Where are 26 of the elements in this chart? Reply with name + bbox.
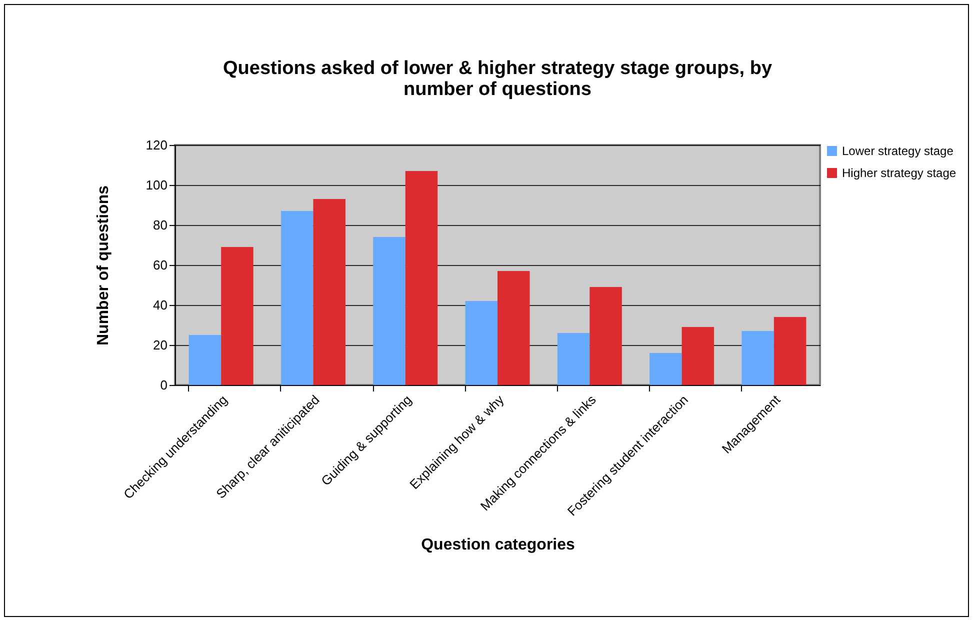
legend-label: Higher strategy stage bbox=[842, 166, 956, 180]
y-axis-title: Number of questions bbox=[94, 185, 112, 346]
bar bbox=[313, 199, 346, 385]
bar bbox=[650, 353, 682, 385]
bar bbox=[498, 271, 530, 385]
bar bbox=[465, 301, 498, 385]
bar bbox=[405, 171, 438, 385]
y-tick-label: 0 bbox=[160, 378, 168, 392]
bar bbox=[373, 237, 406, 385]
bar bbox=[557, 333, 590, 385]
y-tick-label: 120 bbox=[146, 138, 168, 152]
bar bbox=[188, 335, 222, 385]
x-axis-title: Question categories bbox=[421, 536, 576, 554]
bar bbox=[682, 327, 714, 385]
bar bbox=[221, 247, 254, 385]
y-tick-label: 60 bbox=[153, 258, 168, 272]
y-tick-label: 20 bbox=[153, 338, 168, 352]
chart-title: Questions asked of lower & higher strategy stage groups, by number of questions bbox=[222, 58, 772, 100]
y-tick-label: 40 bbox=[153, 298, 168, 312]
bar bbox=[742, 331, 774, 385]
legend-label: Lower strategy stage bbox=[842, 144, 954, 158]
bar bbox=[774, 317, 806, 385]
bar bbox=[280, 211, 314, 385]
y-tick-label: 100 bbox=[146, 178, 168, 192]
y-tick-label: 80 bbox=[153, 218, 168, 232]
bar bbox=[590, 287, 622, 385]
